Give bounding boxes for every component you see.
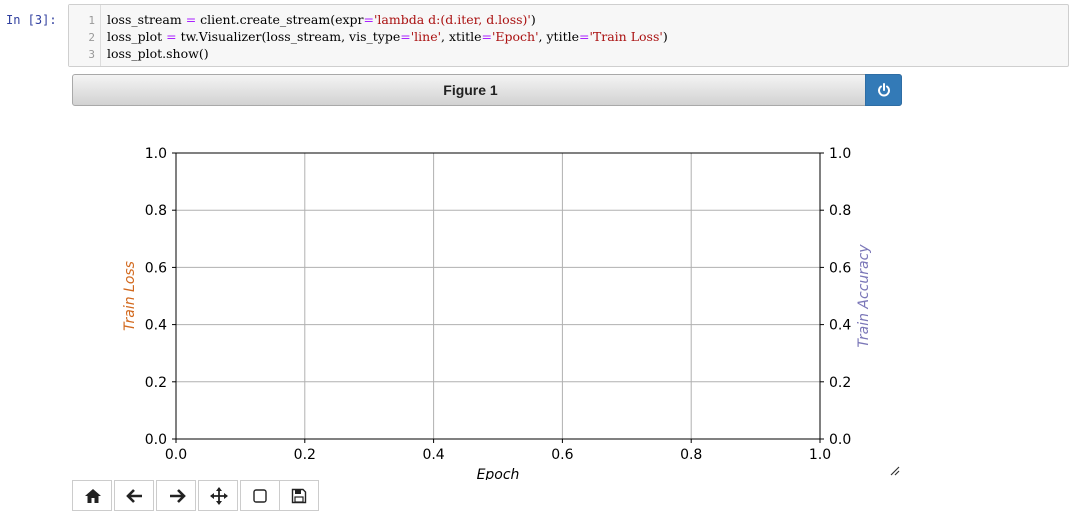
y-axis-label: Train Loss	[122, 261, 138, 331]
x-tick-label: 0.0	[165, 447, 187, 463]
code-line-3: 3 loss_plot.show()	[88, 46, 209, 61]
x-tick-label: 0.2	[294, 447, 316, 463]
y-right-axis-label: Train Accuracy	[856, 244, 872, 348]
figure-header: Figure 1	[72, 74, 902, 106]
figure-title: Figure 1	[443, 82, 498, 98]
zoom-rect-button[interactable]	[240, 480, 280, 511]
cell-prompt: In [3]:	[6, 13, 57, 27]
back-button[interactable]	[114, 480, 154, 511]
x-tick-label: 1.0	[809, 447, 831, 463]
code-line-1: 1 loss_stream = client.create_stream(expr…	[88, 12, 536, 27]
home-button[interactable]	[72, 480, 112, 511]
square-icon	[253, 489, 267, 503]
move-icon	[210, 487, 228, 505]
code-line-2: 2 loss_plot = tw.Visualizer(loss_stream, …	[88, 29, 668, 44]
code-cell[interactable]: 1 loss_stream = client.create_stream(expr…	[68, 4, 1069, 67]
y-tick-label: 0.6	[145, 260, 167, 276]
x-tick-label: 0.6	[551, 447, 573, 463]
download-button[interactable]	[279, 480, 319, 511]
y-tick-label: 0.0	[145, 432, 167, 448]
y-right-tick-label: 0.6	[829, 260, 851, 276]
y-right-tick-label: 0.0	[829, 432, 851, 448]
close-figure-button[interactable]	[865, 74, 902, 106]
resize-handle[interactable]	[890, 466, 900, 476]
line-gutter	[69, 5, 101, 66]
x-tick-label: 0.8	[680, 447, 702, 463]
y-right-tick-label: 1.0	[829, 146, 851, 162]
pan-button[interactable]	[198, 480, 238, 511]
power-icon	[878, 83, 890, 97]
y-right-tick-label: 0.8	[829, 203, 851, 219]
save-icon	[291, 488, 307, 504]
arrow-right-icon	[170, 489, 186, 503]
y-tick-label: 0.8	[145, 203, 167, 219]
home-icon	[85, 489, 101, 503]
x-axis-label: Epoch	[477, 467, 520, 480]
y-right-tick-label: 0.2	[829, 375, 851, 391]
forward-button[interactable]	[156, 480, 196, 511]
arrow-left-icon	[126, 489, 142, 503]
figure-canvas[interactable]: 0.0 0.2 0.4 0.6 0.8 1.00.00.20.40.60.81.00.00…	[0, 120, 1073, 480]
y-right-tick-label: 0.4	[829, 318, 851, 334]
plot-frame	[175, 152, 821, 440]
x-tick-label: 0.4	[422, 447, 444, 463]
y-tick-label: 0.4	[145, 318, 167, 334]
y-tick-label: 1.0	[145, 146, 167, 162]
y-tick-label: 0.2	[145, 375, 167, 391]
